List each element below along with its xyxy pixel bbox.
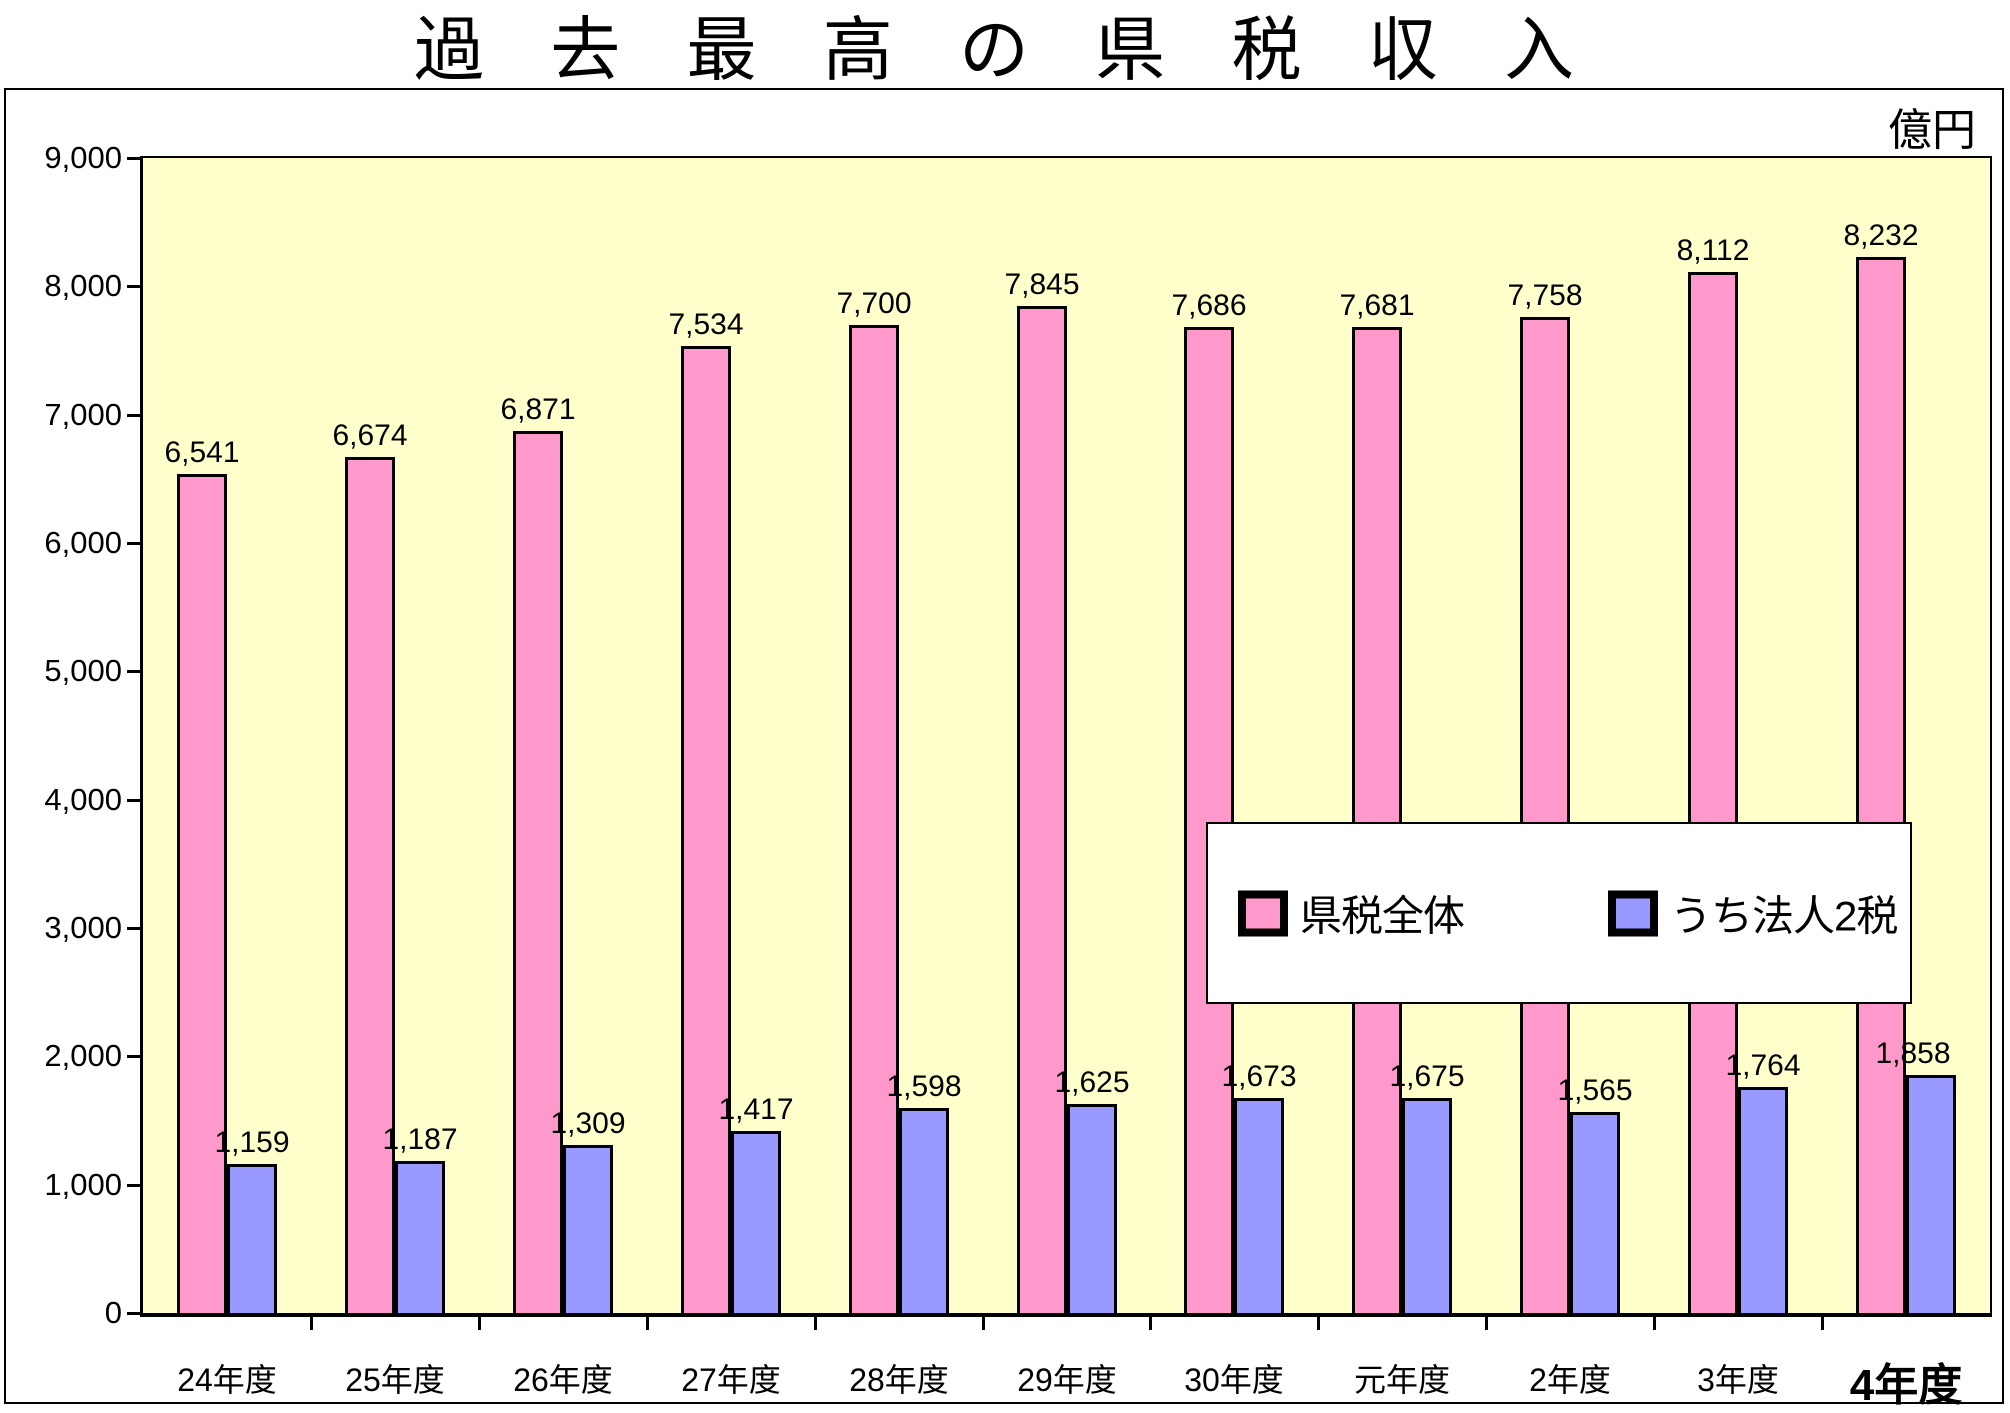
- x-axis-category-label-2年度: 2年度: [1529, 1362, 1611, 1398]
- bar-prefectural-tax-26年度: [513, 431, 563, 1313]
- x-axis-tick: [814, 1317, 817, 1330]
- bar-corporate-two-taxes-25年度: [395, 1161, 445, 1313]
- bar-prefectural-tax-2年度: [1520, 317, 1570, 1313]
- legend-item-prefectural-tax: 県税全体: [1238, 883, 1465, 944]
- bar-corporate-two-taxes-4年度: [1906, 1075, 1956, 1313]
- x-axis-tick: [1653, 1317, 1656, 1330]
- bar-value-label: 1,417: [718, 1093, 794, 1126]
- x-axis-category-label-29年度: 29年度: [1017, 1362, 1117, 1398]
- bar-value-label: 7,686: [1171, 289, 1247, 322]
- bar-value-label: 1,565: [1557, 1074, 1633, 1107]
- y-axis-tick: [127, 798, 143, 802]
- bar-corporate-two-taxes-26年度: [563, 1145, 613, 1313]
- y-axis-tick-label: 1,000: [44, 1166, 122, 1202]
- bar-prefectural-tax-28年度: [849, 325, 899, 1313]
- bar-corporate-two-taxes-30年度: [1234, 1098, 1284, 1313]
- y-axis-tick: [127, 413, 143, 417]
- x-axis-tick: [1149, 1317, 1152, 1330]
- x-axis-category-label-25年度: 25年度: [345, 1362, 445, 1398]
- x-axis-tick: [646, 1317, 649, 1330]
- legend-label-prefectural-tax: 県税全体: [1300, 892, 1465, 940]
- bar-prefectural-tax-27年度: [681, 346, 731, 1313]
- unit-label: 億円: [1888, 106, 1976, 155]
- y-axis-tick: [127, 1183, 143, 1187]
- x-axis-tick: [1485, 1317, 1488, 1330]
- bar-prefectural-tax-元年度: [1352, 327, 1402, 1313]
- bar-value-label: 7,700: [836, 287, 912, 320]
- x-axis-category-label-30年度: 30年度: [1184, 1362, 1284, 1398]
- bar-value-label: 1,159: [214, 1126, 290, 1159]
- bar-value-label: 1,625: [1054, 1066, 1130, 1099]
- bar-value-label: 7,534: [668, 308, 744, 341]
- legend-item-corporate-two-taxes: うち法人2税: [1608, 883, 1898, 944]
- bar-prefectural-tax-3年度: [1688, 272, 1738, 1313]
- y-axis-tick-label: 7,000: [44, 396, 122, 432]
- y-axis-tick-label: 2,000: [44, 1038, 122, 1074]
- bar-prefectural-tax-4年度: [1856, 257, 1906, 1313]
- bar-corporate-two-taxes-2年度: [1570, 1112, 1620, 1313]
- bar-value-label: 8,232: [1843, 219, 1919, 252]
- legend-label-corporate-two-taxes: うち法人2税: [1670, 892, 1898, 940]
- bar-value-label: 7,758: [1507, 279, 1583, 312]
- bar-corporate-two-taxes-3年度: [1738, 1087, 1788, 1313]
- x-axis-category-label-27年度: 27年度: [681, 1362, 781, 1398]
- x-axis-category-label-24年度: 24年度: [177, 1362, 277, 1398]
- bar-value-label: 6,541: [164, 436, 240, 469]
- x-axis-tick: [982, 1317, 985, 1330]
- bar-corporate-two-taxes-24年度: [227, 1164, 277, 1313]
- y-axis-tick: [127, 1055, 143, 1059]
- y-axis-tick: [127, 157, 143, 160]
- x-axis-category-label-3年度: 3年度: [1697, 1362, 1779, 1398]
- y-axis-tick-label: 5,000: [44, 653, 122, 689]
- bar-value-label: 7,681: [1339, 289, 1415, 322]
- bar-value-label: 7,845: [1004, 268, 1080, 301]
- bar-corporate-two-taxes-28年度: [899, 1108, 949, 1313]
- x-axis-tick: [310, 1317, 313, 1330]
- bar-value-label: 1,309: [550, 1107, 626, 1140]
- bar-value-label: 1,858: [1875, 1037, 1951, 1070]
- bar-prefectural-tax-25年度: [345, 457, 395, 1313]
- y-axis-tick-label: 0: [104, 1295, 122, 1330]
- x-axis-category-label-4年度: 4年度: [1849, 1361, 1963, 1410]
- chart-title: 過 去 最 高 の 県 税 収 入: [413, 9, 1596, 91]
- legend: 県税全体 うち法人2税: [1206, 822, 1912, 1004]
- y-axis-tick-label: 6,000: [44, 525, 122, 560]
- bar-value-label: 6,674: [332, 419, 408, 452]
- bar-value-label: 1,675: [1389, 1060, 1465, 1093]
- bar-value-label: 6,871: [500, 393, 576, 426]
- bar-value-label: 1,673: [1221, 1060, 1297, 1093]
- y-axis-tick: [127, 927, 143, 930]
- y-axis-tick-label: 9,000: [44, 140, 122, 175]
- y-axis-tick: [127, 670, 143, 674]
- bar-value-label: 1,764: [1725, 1049, 1801, 1082]
- bar-prefectural-tax-24年度: [177, 474, 227, 1313]
- bar-corporate-two-taxes-27年度: [731, 1131, 781, 1313]
- y-axis-tick: [127, 1312, 143, 1315]
- y-axis-tick-label: 8,000: [44, 268, 122, 304]
- plot-area: 6,541 6,674 6,871 7,534 7,700 7,845 7,686 7,681…: [140, 156, 1992, 1317]
- bar-value-label: 1,187: [382, 1123, 458, 1156]
- x-axis-tick: [1317, 1317, 1320, 1330]
- x-axis-category-label-26年度: 26年度: [513, 1362, 613, 1398]
- legend-swatch-prefectural-tax: [1238, 890, 1288, 936]
- y-axis-tick-label: 4,000: [44, 781, 122, 817]
- bar-prefectural-tax-30年度: [1184, 327, 1234, 1313]
- x-axis-category-label-28年度: 28年度: [849, 1362, 949, 1398]
- x-axis-tick: [478, 1317, 481, 1330]
- bar-prefectural-tax-29年度: [1017, 306, 1067, 1313]
- y-axis-tick-label: 3,000: [44, 910, 122, 945]
- x-axis-tick: [1821, 1317, 1824, 1330]
- bar-corporate-two-taxes-29年度: [1067, 1104, 1117, 1313]
- bar-value-label: 8,112: [1676, 234, 1750, 267]
- bar-value-label: 1,598: [886, 1070, 962, 1103]
- x-axis-category-label-元年度: 元年度: [1353, 1362, 1450, 1398]
- legend-swatch-corporate-two-taxes: [1608, 890, 1658, 936]
- y-axis-tick: [127, 542, 143, 545]
- bar-corporate-two-taxes-元年度: [1402, 1098, 1452, 1313]
- y-axis-tick: [127, 285, 143, 289]
